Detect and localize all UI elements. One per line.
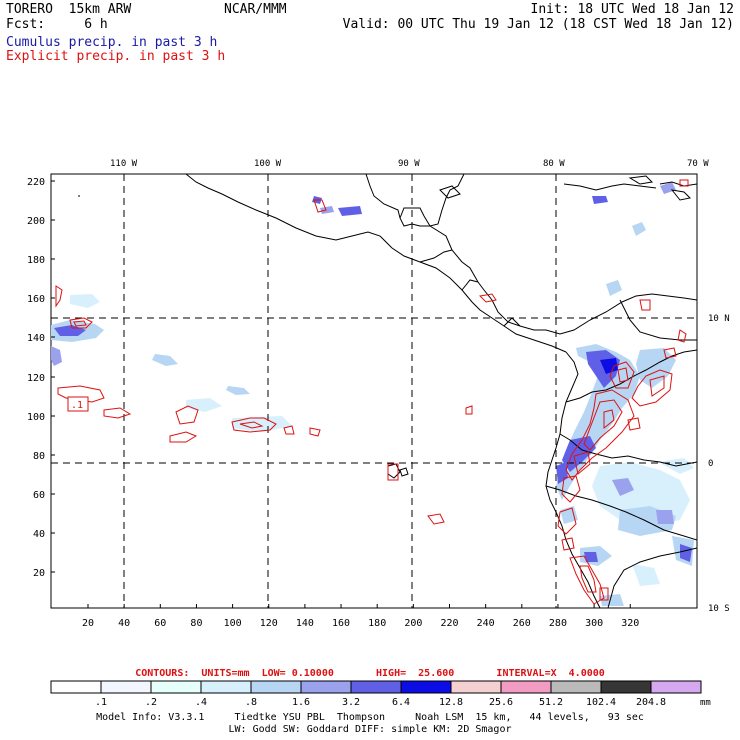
lat-labels: 10 N 0 10 S bbox=[708, 314, 730, 614]
y-tick-label: 60 bbox=[33, 490, 45, 501]
lon-labels: 110 W 100 W 90 W 80 W 70 W bbox=[110, 159, 709, 169]
init-time: Init: 18 UTC Wed 18 Jan 12 bbox=[530, 2, 735, 17]
lat-label-10n: 10 N bbox=[708, 314, 730, 324]
y-tick-label: 200 bbox=[27, 216, 45, 227]
y-tick-label: 40 bbox=[33, 529, 45, 540]
x-tick-label: 280 bbox=[549, 618, 567, 629]
center-name: NCAR/MMM bbox=[224, 2, 287, 17]
x-tick-label: 40 bbox=[118, 618, 130, 629]
x-tick-label: 240 bbox=[477, 618, 495, 629]
x-tick-label: 160 bbox=[332, 618, 350, 629]
contour-label-box: .1 bbox=[67, 396, 89, 412]
y-axis-ticks: 220 200 180 160 140 120 100 80 60 40 20 bbox=[27, 177, 55, 579]
model-info: Model Info: V3.3.1 Tiedtke YSU PBL Thomp… bbox=[96, 712, 644, 723]
lon-label-80w: 80 W bbox=[543, 159, 565, 169]
lat-label-10s: 10 S bbox=[708, 604, 730, 614]
valid-time: Valid: 00 UTC Thu 19 Jan 12 (18 CST Wed … bbox=[342, 17, 734, 32]
y-tick-label: 180 bbox=[27, 255, 45, 266]
physics-info: LW: Godd SW: Goddard DIFF: simple KM: 2D… bbox=[228, 724, 512, 735]
y-tick-label: 120 bbox=[27, 373, 45, 384]
x-tick-label: 220 bbox=[440, 618, 458, 629]
x-tick-label: 120 bbox=[260, 618, 278, 629]
y-tick-label: 160 bbox=[27, 294, 45, 305]
explicit-precip-contours bbox=[55, 179, 689, 605]
x-tick-label: 100 bbox=[224, 618, 242, 629]
forecast-hour: Fcst: 6 h bbox=[6, 17, 108, 32]
y-tick-label: 140 bbox=[27, 333, 45, 344]
x-tick-label: 180 bbox=[368, 618, 386, 629]
lat-label-0: 0 bbox=[708, 459, 713, 469]
lat-lon-grid bbox=[51, 174, 697, 608]
x-tick-label: 140 bbox=[296, 618, 314, 629]
lon-label-110w: 110 W bbox=[110, 159, 138, 169]
field-cumulus-label: Cumulus precip. in past 3 h bbox=[6, 35, 218, 50]
y-tick-label: 20 bbox=[33, 568, 45, 579]
x-tick-label: 300 bbox=[585, 618, 603, 629]
x-tick-label: 260 bbox=[513, 618, 531, 629]
y-tick-label: 80 bbox=[33, 451, 45, 462]
y-tick-label: 100 bbox=[27, 412, 45, 423]
x-axis-ticks: 20 40 60 80 100 120 140 160 180 200 220 240 260 280 30… bbox=[82, 604, 639, 629]
lon-label-100w: 100 W bbox=[254, 159, 282, 169]
x-tick-label: 20 bbox=[82, 618, 94, 629]
plot-frame bbox=[50, 173, 698, 609]
y-tick-label: 220 bbox=[27, 177, 45, 188]
x-tick-label: 80 bbox=[190, 618, 202, 629]
field-explicit-label: Explicit precip. in past 3 h bbox=[6, 49, 226, 64]
model-title: TORERO 15km ARW bbox=[6, 2, 132, 17]
lon-label-70w: 70 W bbox=[687, 159, 709, 169]
x-tick-label: 200 bbox=[404, 618, 422, 629]
contours-info: CONTOURS: UNITS=mm LOW= 0.10000 HIGH= 25… bbox=[135, 668, 605, 679]
x-tick-label: 320 bbox=[621, 618, 639, 629]
contour-label: .1 bbox=[71, 400, 83, 411]
lon-label-90w: 90 W bbox=[398, 159, 420, 169]
x-tick-label: 60 bbox=[154, 618, 166, 629]
